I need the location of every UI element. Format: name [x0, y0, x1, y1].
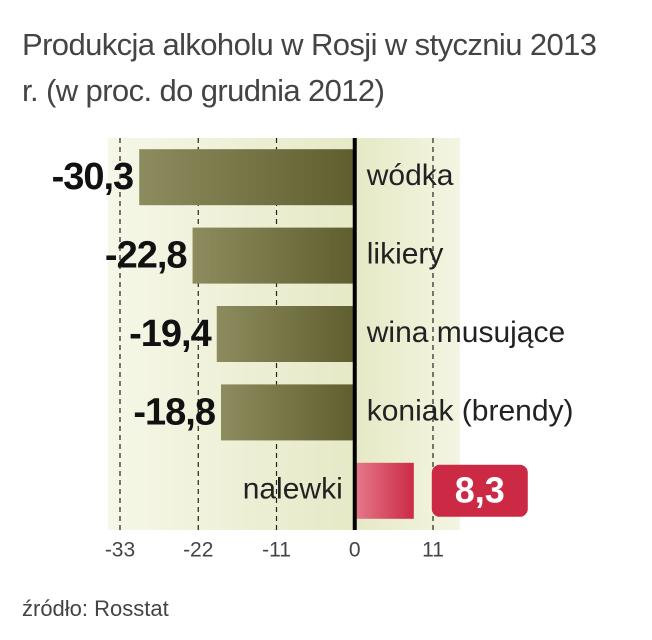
value-label: 8,3: [455, 469, 505, 510]
x-tick-label: 11: [422, 539, 444, 562]
chart-title: Produkcja alkoholu w Rosji w styczniu 20…: [22, 27, 597, 108]
bar: [192, 227, 355, 284]
value-badge-box: [431, 464, 528, 517]
category-label: wina musujące: [366, 316, 565, 349]
x-tick-label: -33: [105, 539, 135, 562]
value-badge: 8,3: [431, 464, 528, 517]
value-label: -22,8: [105, 235, 187, 277]
category-label: wódka: [366, 159, 454, 192]
category-label: nalewki: [243, 473, 343, 506]
value-label: -19,4: [129, 313, 211, 355]
category-label: likiery: [367, 238, 444, 271]
bar: [354, 462, 414, 519]
bar: [139, 149, 355, 206]
x-tick-label: -22: [183, 539, 213, 562]
source: źródło: Rosstat: [22, 596, 169, 621]
x-tick-label: 0: [349, 539, 361, 562]
value-label: -18,8: [133, 391, 215, 433]
bar: [216, 306, 355, 362]
category-label: koniak (brendy): [367, 394, 574, 427]
x-tick-label: -11: [262, 539, 291, 562]
bar: [221, 384, 355, 441]
value-label: -30,3: [52, 156, 134, 198]
